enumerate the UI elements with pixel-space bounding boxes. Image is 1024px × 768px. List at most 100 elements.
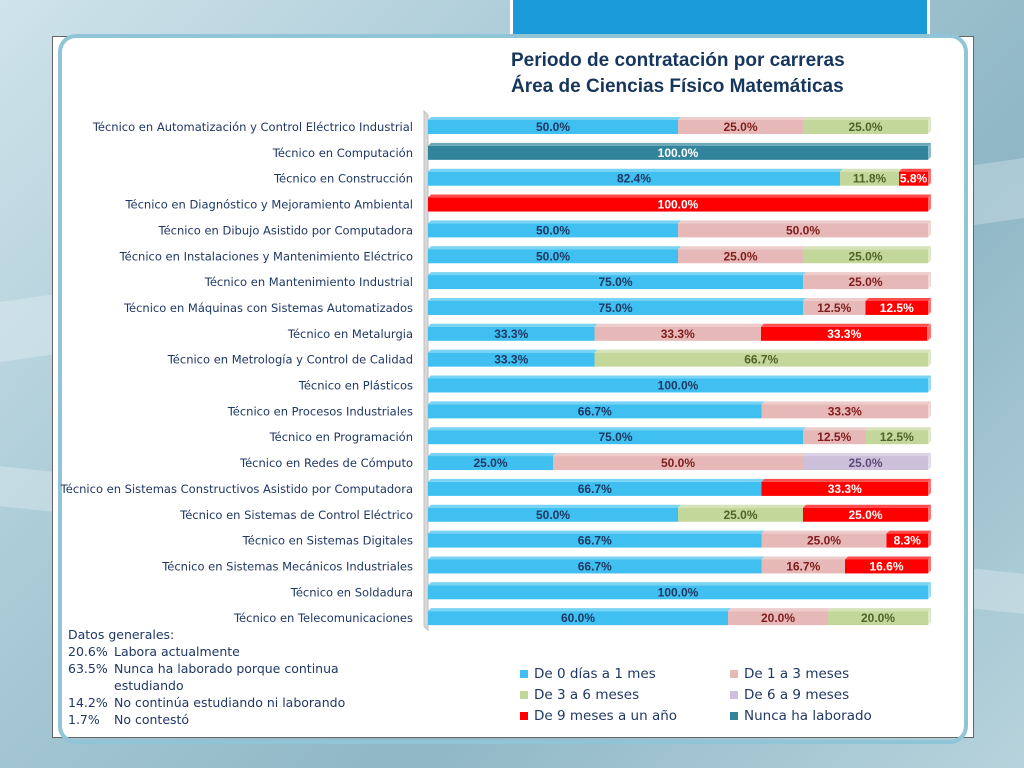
legend-label: De 9 meses a un año bbox=[534, 708, 678, 724]
bar-segment-top bbox=[428, 168, 843, 172]
general-pct: 20.6% bbox=[68, 644, 108, 659]
bar-segment-top bbox=[840, 168, 902, 172]
chart-axis-wall bbox=[423, 109, 429, 632]
bar-segment bbox=[553, 456, 803, 471]
bar-segment bbox=[594, 352, 928, 367]
bar-segment-side bbox=[928, 349, 931, 367]
data-label: 82.4% bbox=[617, 172, 651, 186]
bar-segment bbox=[678, 507, 803, 522]
bar-segment-top bbox=[428, 375, 931, 379]
bar-segment-top bbox=[428, 220, 681, 224]
bar-segment bbox=[428, 430, 803, 445]
data-label: 16.7% bbox=[786, 559, 820, 573]
bar-segment bbox=[594, 326, 761, 341]
data-label: 25.0% bbox=[473, 456, 507, 470]
legend-item: De 0 días a 1 mes bbox=[520, 664, 730, 684]
bar-segment-side bbox=[928, 142, 931, 160]
legend-swatch bbox=[520, 691, 528, 699]
data-label: 66.7% bbox=[578, 559, 612, 573]
category-label: Técnico en Procesos Industriales bbox=[227, 404, 413, 418]
general-pct: 63.5% bbox=[68, 661, 108, 676]
bar-segment bbox=[428, 559, 762, 574]
bar-segment-top bbox=[886, 530, 931, 534]
legend-label: De 0 días a 1 mes bbox=[534, 666, 656, 682]
bar-segment bbox=[678, 249, 803, 264]
general-row: 1.7% No contestó bbox=[68, 711, 398, 728]
bar-segment-top bbox=[428, 608, 731, 612]
legend-item: De 6 a 9 meses bbox=[730, 685, 920, 705]
bar-segment-top bbox=[803, 504, 931, 508]
bar-segment-top bbox=[428, 349, 598, 353]
data-label: 100.0% bbox=[658, 146, 699, 160]
bar-segment bbox=[428, 507, 678, 522]
bar-segment bbox=[761, 559, 845, 574]
data-label: 25.0% bbox=[848, 120, 882, 134]
data-label: 12.5% bbox=[817, 430, 851, 444]
data-label: 60.0% bbox=[561, 611, 595, 625]
data-label: 50.0% bbox=[536, 120, 570, 134]
bar-segment bbox=[761, 533, 887, 548]
bar-segment bbox=[428, 352, 595, 367]
bar-segment-top bbox=[803, 246, 931, 250]
bar-segment bbox=[678, 223, 928, 238]
data-label: 33.3% bbox=[494, 353, 528, 367]
bar-segment bbox=[428, 585, 928, 600]
bar-segment-top bbox=[428, 194, 931, 198]
bar-segment bbox=[828, 611, 928, 626]
bar-segment bbox=[803, 507, 928, 522]
bar-segment-side bbox=[928, 530, 931, 548]
bar-segment bbox=[428, 120, 678, 134]
bar-segment-top bbox=[761, 401, 931, 405]
bar-segment bbox=[728, 611, 828, 626]
data-label: 12.5% bbox=[817, 301, 851, 315]
bar-segment-top bbox=[845, 556, 931, 560]
bar-segment-side bbox=[928, 323, 931, 341]
bar-segment-top bbox=[428, 117, 681, 120]
bar-segment bbox=[803, 275, 928, 290]
bar-segment-top bbox=[728, 608, 831, 612]
data-label: 25.0% bbox=[723, 120, 757, 134]
bar-segment-top bbox=[865, 297, 931, 301]
bar-segment-top bbox=[428, 504, 681, 508]
bar-segment bbox=[428, 611, 728, 626]
general-data: Datos generales: 20.6% Labora actualment… bbox=[68, 626, 398, 728]
general-row: 14.2% No continúa estudiando ni laborand… bbox=[68, 694, 398, 711]
category-label: Técnico en Construcción bbox=[273, 172, 413, 186]
data-label: 25.0% bbox=[723, 508, 757, 522]
chart-title-line-1: Periodo de contratación por carreras bbox=[511, 50, 845, 71]
category-label: Técnico en Diagnóstico y Mejoramiento Am… bbox=[124, 198, 413, 212]
category-label: Técnico en Sistemas de Control Eléctrico bbox=[179, 508, 413, 522]
bar-segment bbox=[428, 404, 762, 419]
bar-segment-top bbox=[803, 297, 869, 301]
bar-segment-side bbox=[928, 220, 931, 238]
bar-segment bbox=[428, 481, 762, 496]
bar-segment-side bbox=[928, 375, 931, 393]
bar-segment bbox=[428, 326, 595, 341]
data-label: 33.3% bbox=[828, 482, 862, 496]
legend-item: Nunca ha laborado bbox=[730, 706, 920, 726]
data-label: 25.0% bbox=[848, 456, 882, 470]
bar-segment bbox=[428, 197, 928, 212]
data-label: 50.0% bbox=[536, 223, 570, 237]
data-label: 75.0% bbox=[598, 275, 632, 289]
bar-segment-side bbox=[928, 427, 931, 445]
general-row: 63.5% Nunca ha laborado porque continua … bbox=[68, 660, 398, 694]
bar-segment-side bbox=[928, 168, 931, 186]
bar-segment bbox=[865, 430, 928, 445]
general-text: No continúa estudiando ni laborando bbox=[114, 695, 346, 710]
data-label: 25.0% bbox=[807, 534, 841, 548]
category-label: Técnico en Telecomunicaciones bbox=[233, 611, 413, 625]
general-pct: 14.2% bbox=[68, 695, 108, 710]
data-label: 66.7% bbox=[578, 404, 612, 418]
bar-segment-top bbox=[899, 168, 931, 172]
data-label: 16.6% bbox=[869, 559, 903, 573]
data-label: 50.0% bbox=[536, 249, 570, 263]
category-label: Técnico en Computación bbox=[272, 146, 413, 160]
general-heading: Datos generales: bbox=[68, 627, 175, 642]
data-label: 75.0% bbox=[598, 430, 632, 444]
data-label: 25.0% bbox=[848, 249, 882, 263]
data-label: 100.0% bbox=[658, 379, 699, 393]
bar-segment bbox=[678, 120, 803, 134]
data-label: 33.3% bbox=[661, 327, 695, 341]
bar-segment-top bbox=[803, 117, 931, 120]
